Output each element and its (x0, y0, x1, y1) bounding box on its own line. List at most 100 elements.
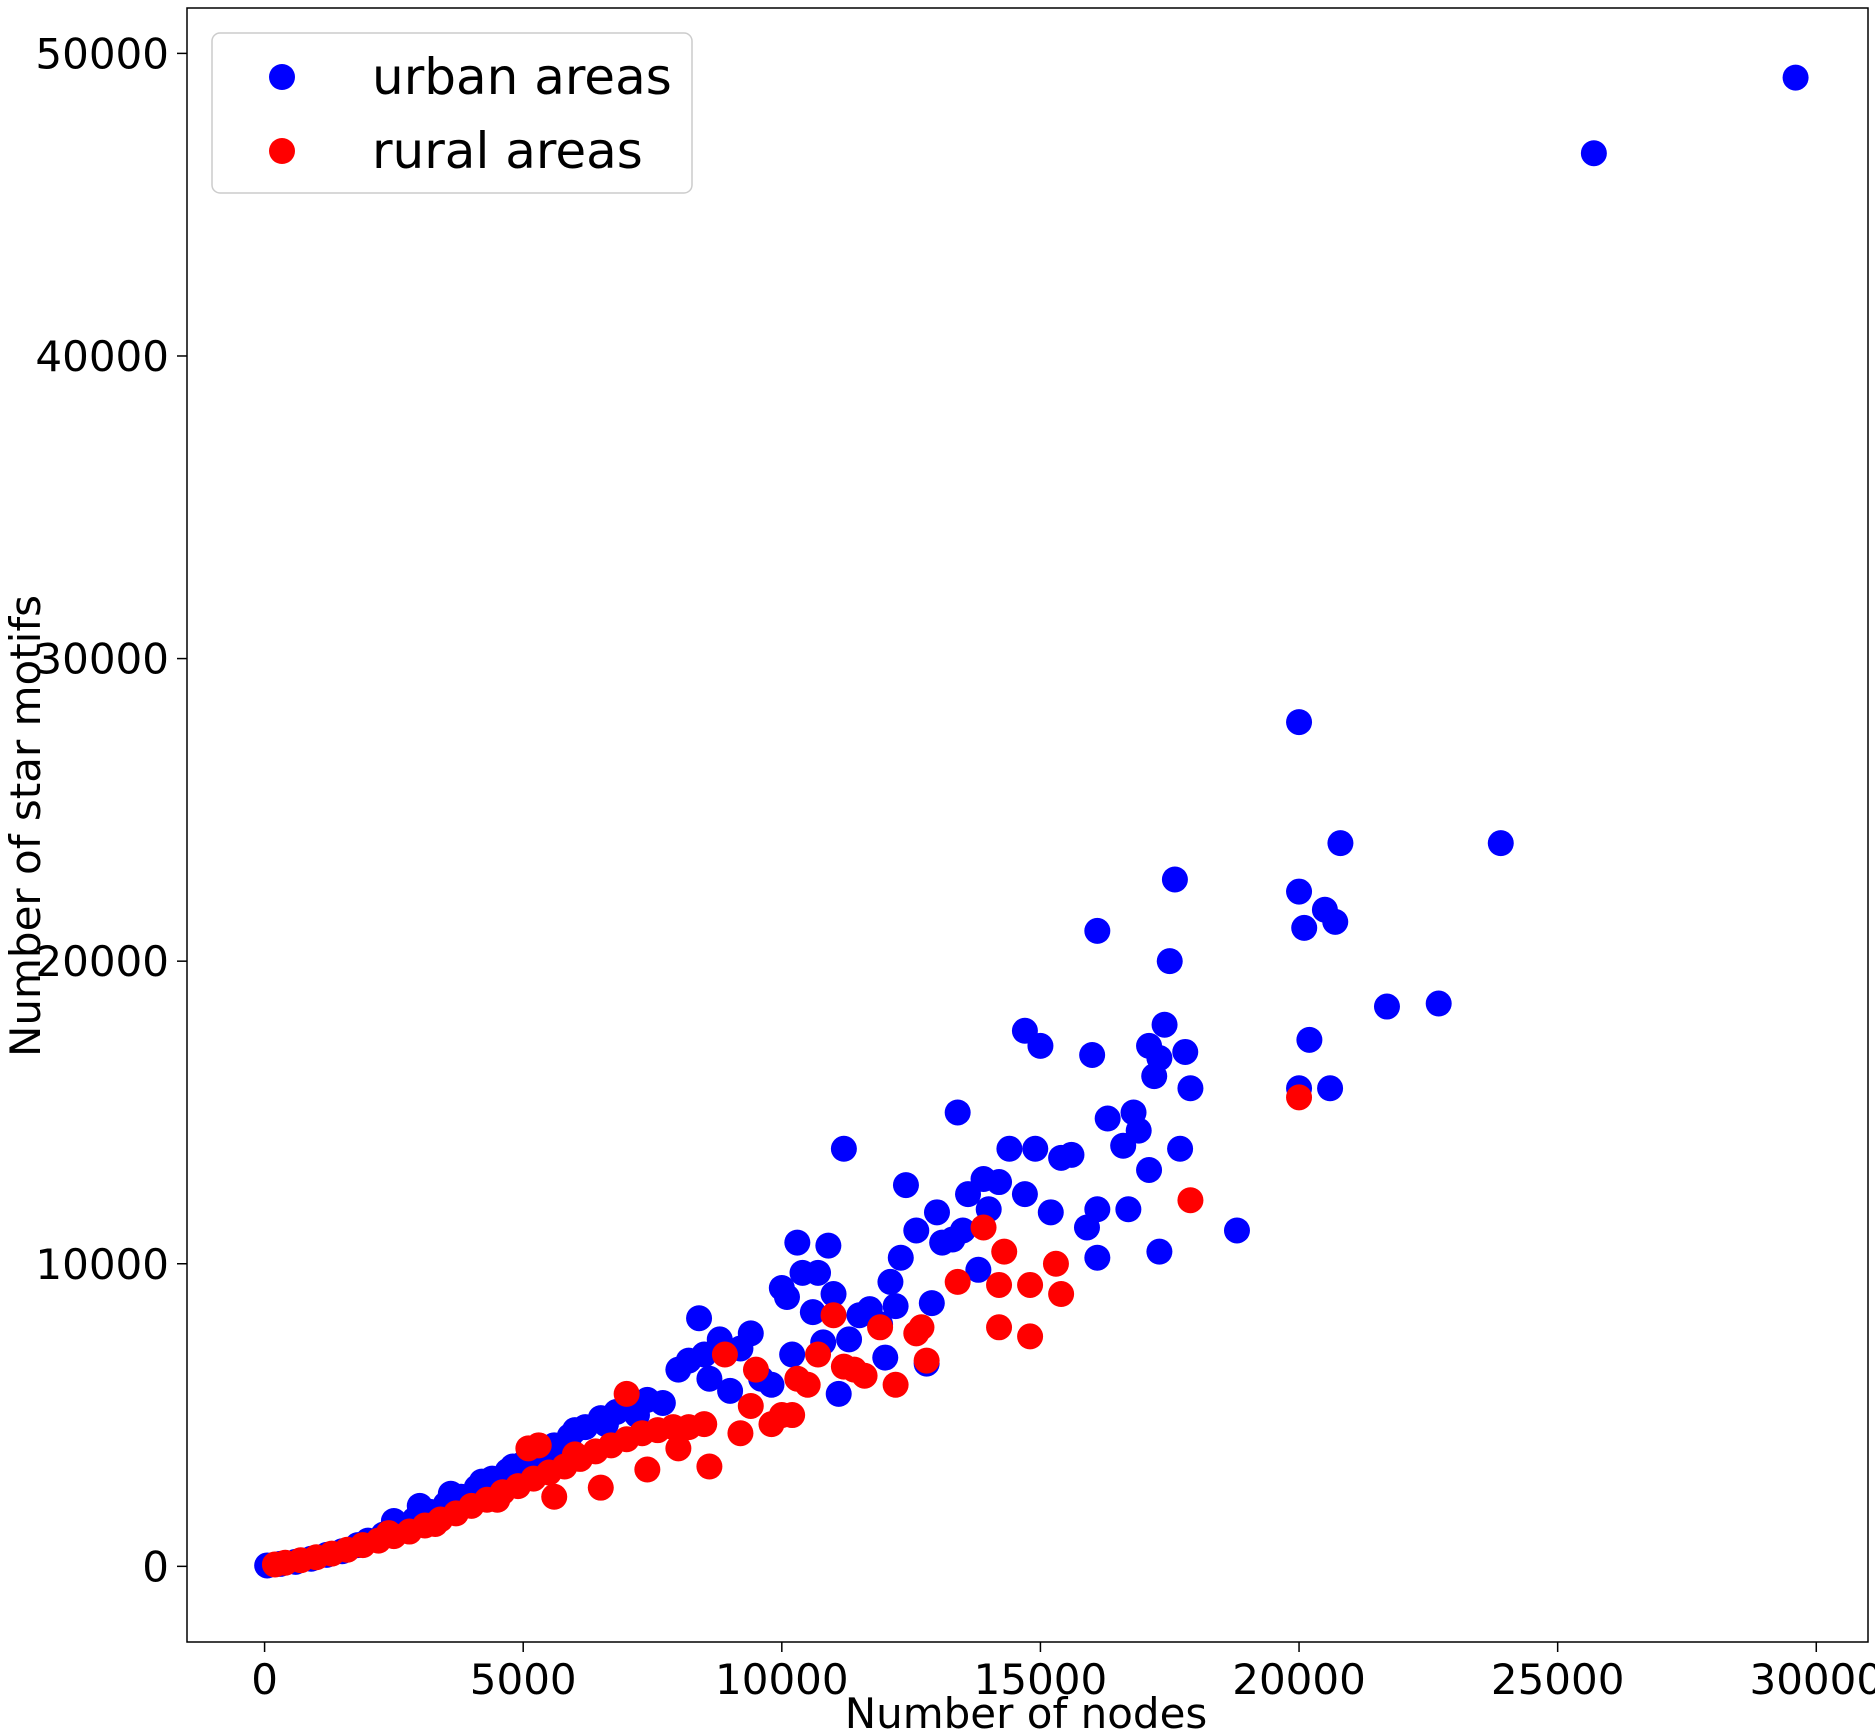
y-tick-label: 10000 (35, 1240, 169, 1289)
x-axis-title: Number of nodes (845, 1689, 1208, 1736)
data-point (1373, 993, 1400, 1020)
data-point (499, 1453, 526, 1480)
data-point (1017, 1271, 1044, 1298)
data-point (406, 1492, 433, 1519)
data-point (1084, 917, 1111, 944)
data-point (815, 1232, 842, 1259)
data-point (1327, 830, 1354, 857)
data-point (836, 1326, 863, 1353)
data-point (1094, 1105, 1121, 1132)
data-point (1782, 64, 1809, 91)
data-point (1048, 1281, 1075, 1308)
data-point (918, 1290, 945, 1317)
data-point (1580, 140, 1607, 167)
data-point (1058, 1141, 1085, 1168)
data-point (1125, 1117, 1152, 1144)
y-tick-label: 50000 (35, 29, 169, 78)
data-point (1011, 1181, 1038, 1208)
data-point (1286, 709, 1313, 736)
data-point (634, 1456, 661, 1483)
data-point (908, 1314, 935, 1341)
data-point (696, 1453, 723, 1480)
data-point (1042, 1250, 1069, 1277)
data-point (830, 1135, 857, 1162)
data-point (1177, 1187, 1204, 1214)
x-tick-label: 25000 (1491, 1655, 1625, 1704)
data-point (996, 1135, 1023, 1162)
data-point (737, 1392, 764, 1419)
legend-box (211, 32, 693, 194)
data-point (422, 1510, 449, 1537)
data-point (737, 1320, 764, 1347)
data-point (1027, 1032, 1054, 1059)
data-point (711, 1341, 738, 1368)
data-point (986, 1169, 1013, 1196)
data-point (1291, 914, 1318, 941)
data-point (1151, 1011, 1178, 1038)
data-point (820, 1281, 847, 1308)
data-point (1146, 1044, 1173, 1071)
data-point (779, 1341, 806, 1368)
data-point (1022, 1135, 1049, 1162)
data-point (970, 1214, 997, 1241)
x-tick-label: 10000 (715, 1655, 849, 1704)
data-point (649, 1389, 676, 1416)
data-point (686, 1305, 713, 1332)
data-point (1167, 1135, 1194, 1162)
legend-marker (269, 138, 295, 164)
data-point (872, 1344, 899, 1371)
axes-layer: 0 5000 10000 15000 20000 25000 30000 0 10000 2000… (35, 7, 1875, 1704)
data-point (561, 1417, 588, 1444)
data-point (1037, 1199, 1064, 1226)
x-tick-label: 0 (251, 1655, 278, 1704)
data-point (1322, 908, 1349, 935)
data-point (892, 1172, 919, 1199)
legend-label: urban areas (372, 48, 672, 106)
series-0 (254, 64, 1809, 1579)
data-point (882, 1371, 909, 1398)
data-point (986, 1314, 1013, 1341)
data-point (944, 1099, 971, 1126)
data-point (805, 1259, 832, 1286)
y-tick-label: 0 (142, 1542, 169, 1591)
data-point (784, 1229, 811, 1256)
x-tick-label: 20000 (1232, 1655, 1366, 1704)
data-point (1017, 1323, 1044, 1350)
data-point (1487, 830, 1514, 857)
data-point (986, 1271, 1013, 1298)
data-point (525, 1432, 552, 1459)
y-axis-title: Number of star motifs (1, 595, 50, 1057)
data-point (1172, 1038, 1199, 1065)
points-layer (254, 64, 1809, 1579)
data-point (794, 1371, 821, 1398)
data-point (1079, 1041, 1106, 1068)
y-tick-label: 20000 (35, 937, 169, 986)
data-point (805, 1341, 832, 1368)
y-tick-label: 40000 (35, 332, 169, 381)
data-point (1286, 878, 1313, 905)
data-point (887, 1244, 914, 1271)
data-point (1115, 1196, 1142, 1223)
data-point (991, 1238, 1018, 1265)
data-point (1084, 1196, 1111, 1223)
data-point (691, 1411, 718, 1438)
data-point (1223, 1217, 1250, 1244)
x-tick-label: 30000 (1749, 1655, 1875, 1704)
data-point (1286, 1084, 1313, 1111)
data-point (742, 1356, 769, 1383)
data-point (877, 1268, 904, 1295)
data-point (484, 1486, 511, 1513)
data-point (541, 1483, 568, 1510)
data-point (779, 1402, 806, 1429)
series-1 (261, 1084, 1313, 1578)
data-point (1084, 1244, 1111, 1271)
data-point (820, 1302, 847, 1329)
x-tick-label: 5000 (470, 1655, 577, 1704)
plot-frame (186, 7, 1869, 1643)
data-point (587, 1474, 614, 1501)
data-point (965, 1256, 992, 1283)
data-point (867, 1314, 894, 1341)
data-point (944, 1268, 971, 1295)
data-point (437, 1480, 464, 1507)
data-point (799, 1299, 826, 1326)
